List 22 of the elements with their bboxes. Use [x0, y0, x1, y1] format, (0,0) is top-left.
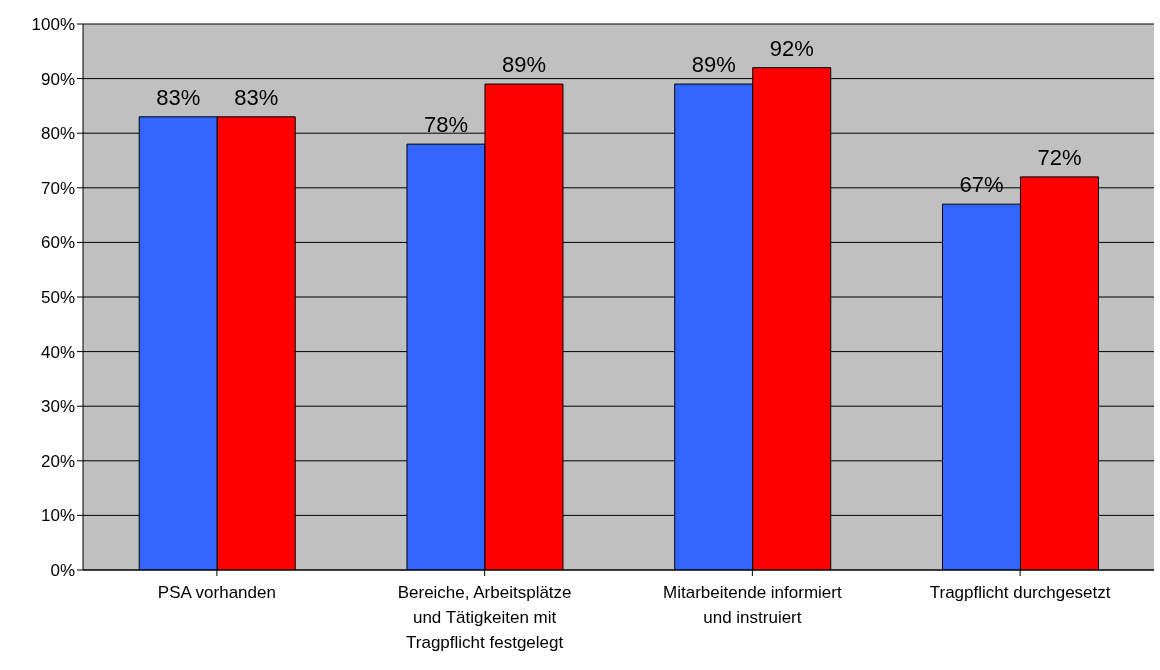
y-tick-label: 70% — [40, 178, 75, 198]
x-tick-label: Bereiche, Arbeitsplätze und Tätigkeiten mit Tragpflicht festgelegt — [397, 583, 572, 652]
x-tick-label: Tragpflicht durchgesetzt — [929, 583, 1111, 602]
data-label: 89% — [691, 52, 736, 78]
y-tick-label: 90% — [40, 69, 75, 89]
data-label: 83% — [234, 84, 279, 110]
data-label: 72% — [1037, 144, 1082, 170]
data-label: 83% — [156, 84, 201, 110]
data-label: 92% — [769, 35, 814, 61]
data-label: 89% — [501, 52, 546, 78]
y-tick-label: 40% — [40, 342, 75, 362]
y-tick-label: 10% — [40, 506, 75, 526]
y-tick-label: 50% — [40, 288, 75, 308]
data-label: 78% — [423, 112, 468, 138]
y-tick-label: 80% — [40, 124, 75, 144]
y-tick-label: 100% — [31, 15, 75, 35]
y-tick-label: 60% — [40, 233, 75, 253]
x-tick-label: PSA vorhanden — [157, 583, 276, 602]
x-tick-label: Mitarbeitende informiert und instruiert — [663, 583, 842, 627]
y-tick-label: 30% — [40, 397, 75, 417]
y-tick-label: 0% — [50, 561, 75, 581]
y-tick-label: 20% — [40, 451, 75, 471]
